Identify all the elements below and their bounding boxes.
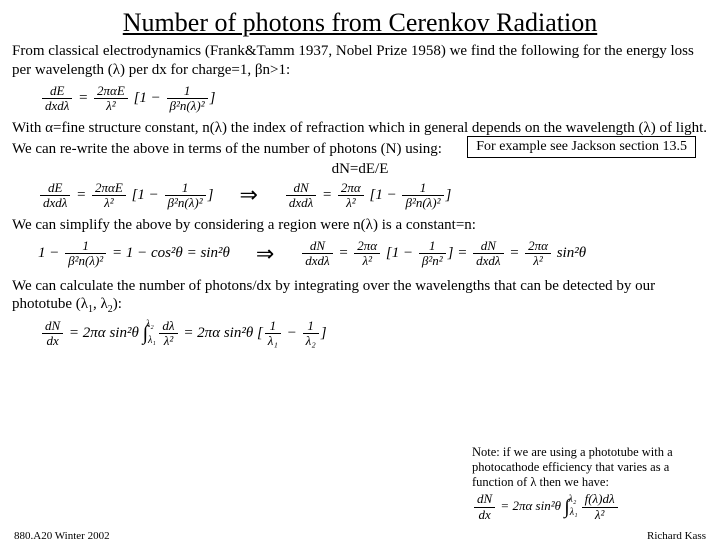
eq-integral: dNdx = 2πα sin²θ ∫λ₁λ₂ dλλ² = 2πα sin²θ …	[40, 319, 700, 349]
footer-author: Richard Kass	[647, 530, 706, 542]
eq-simplify-row: 1 − 1β²n(λ)² = 1 − cos²θ = sin²θ ⇒ dNdxd…	[18, 237, 720, 271]
para-simplify: We can simplify the above by considering…	[12, 216, 708, 235]
para-integrate: We can calculate the number of photons/d…	[12, 277, 708, 317]
page-title: Number of photons from Cerenkov Radiatio…	[0, 8, 720, 38]
eq-transform-row: dEdxdλ = 2παEλ² [1 − 1β²n(λ)²] ⇒ dNdxdλ …	[18, 179, 720, 213]
eq-dnede: dN=dE/E	[0, 161, 720, 178]
arrow-icon-2: ⇒	[256, 241, 274, 267]
jackson-note: For example see Jackson section 13.5	[467, 136, 696, 158]
eq-energy-loss: dEdxdλ = 2παEλ² [1 − 1β²n(λ)²]	[40, 84, 700, 114]
intro-para: From classical electrodynamics (Frank&Ta…	[12, 42, 708, 80]
arrow-icon: ⇒	[239, 182, 257, 208]
footer-course: 880.A20 Winter 2002	[14, 530, 110, 542]
phototube-note: Note: if we are using a phototube with a…	[472, 445, 702, 522]
